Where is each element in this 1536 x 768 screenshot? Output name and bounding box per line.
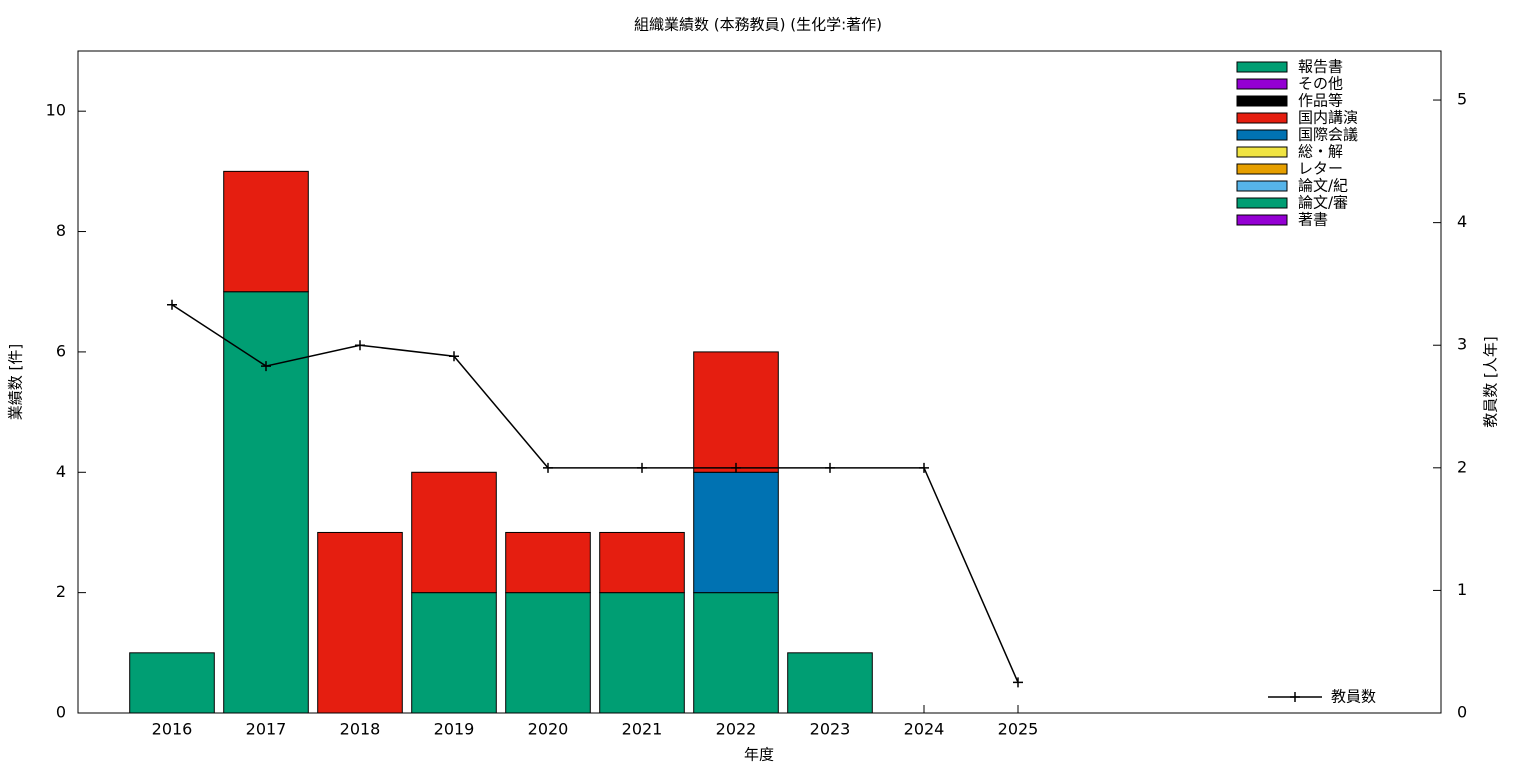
y-tick-label: 10 [46,101,66,120]
line-point [543,462,553,473]
y2-axis-label: 教員数 [人年] [1482,336,1500,427]
line-point [167,299,177,310]
x-tick-label: 2023 [810,720,851,739]
bar-segment [411,592,497,714]
legend-label: 作品等 [1298,92,1343,110]
legend-swatch [1236,78,1288,90]
y-axis-label: 業績数 [件] [7,344,25,420]
legend-swatch [1236,112,1288,124]
bar-segment [599,531,685,594]
x-tick-label: 2018 [340,720,381,739]
bar-segment [411,471,497,594]
legend-swatch [1236,214,1288,226]
legend-swatch [1236,163,1288,175]
legend-swatch [1236,180,1288,192]
line-point [825,462,835,473]
x-axis-label: 年度 [744,746,774,764]
x-tick-label: 2021 [622,720,663,739]
bar-segment [693,351,779,473]
y-tick-label: 0 [56,703,66,722]
y2-tick-label: 4 [1457,212,1467,231]
bar-segment [223,291,309,714]
bar-segment [599,592,685,714]
x-tick-label: 2025 [998,720,1039,739]
y-tick-label: 2 [56,582,66,601]
bar-segment [223,170,309,293]
legend-swatch [1236,95,1288,107]
y-tick-label: 6 [56,341,66,360]
legend-label: その他 [1298,75,1343,93]
legend-label: 教員数 [1331,688,1376,706]
legend-swatch [1236,197,1288,209]
line-point [731,462,741,473]
y-tick-label: 8 [56,221,66,240]
x-tick-label: 2017 [246,720,287,739]
x-tick-label: 2024 [904,720,945,739]
y-tick-label: 4 [56,462,66,481]
bar-segment [693,592,779,714]
legend-marker [1290,692,1300,702]
legend-label: 国際会議 [1298,126,1358,144]
legend-label: 著書 [1298,211,1328,229]
legend-swatch [1236,61,1288,73]
y2-tick-label: 0 [1457,703,1467,722]
line-point [261,361,271,372]
y2-tick-label: 1 [1457,580,1467,599]
legend-label: 論文/審 [1298,194,1348,212]
legend-swatch [1236,129,1288,141]
x-tick-label: 2016 [152,720,193,739]
legend-label: 報告書 [1298,58,1343,76]
bar-segment [693,471,779,594]
legend-label: 国内講演 [1298,109,1358,127]
bar-segment [505,592,591,714]
bar-segment [505,531,591,594]
bar-segment [317,531,403,714]
bar-segment [129,652,215,714]
y2-tick-label: 5 [1457,90,1467,109]
x-tick-label: 2020 [528,720,569,739]
y2-tick-label: 3 [1457,335,1467,354]
line-point [919,462,929,473]
line-point [355,340,365,351]
chart-title: 組織業績数 (本務教員) (生化学:著作) [634,16,882,34]
x-tick-label: 2019 [434,720,475,739]
legend-label: レター [1298,160,1343,178]
legend-swatch [1236,146,1288,158]
line-point [449,351,459,362]
x-tick-label: 2022 [716,720,757,739]
line-series [171,304,1019,683]
line-point [1013,677,1023,688]
y2-tick-label: 2 [1457,457,1467,476]
legend-label: 論文/紀 [1298,177,1348,195]
bar-segment [787,652,873,714]
legend-label: 総・解 [1298,143,1343,161]
line-point [637,462,647,473]
